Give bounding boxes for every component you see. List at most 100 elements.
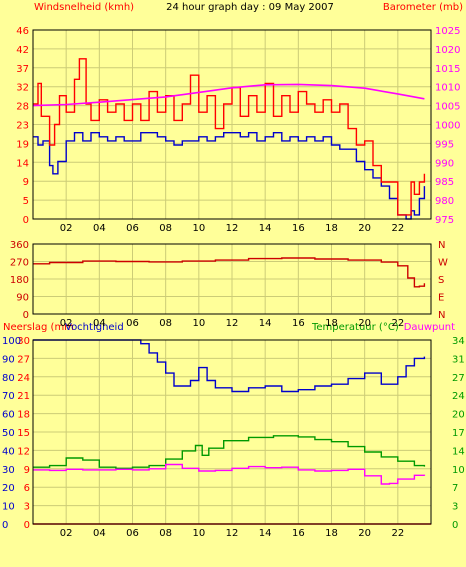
x-tick-label-panel0: 14 bbox=[259, 223, 272, 234]
humidity-y-tick-label: 10 bbox=[2, 502, 15, 513]
chart-title: 24 hour graph day : 09 May 2007 bbox=[166, 2, 334, 13]
x-tick-label-panel0: 04 bbox=[93, 223, 106, 234]
temperature-y-tick-label: 0 bbox=[452, 520, 458, 531]
barometer-y-tick-label: 1005 bbox=[435, 102, 460, 113]
wind-y-tick-label: 9 bbox=[23, 177, 29, 188]
wind-speed-series-line bbox=[33, 132, 426, 220]
temperature-y-tick-label: 34 bbox=[452, 336, 465, 347]
barometer-y-tick-label: 1010 bbox=[435, 83, 460, 94]
dewpoint-axis-label: Dauwpunt bbox=[404, 322, 455, 333]
wind-y-tick-label: 28 bbox=[16, 102, 29, 113]
rain-y-tick-label: 21 bbox=[17, 391, 30, 402]
barometer-series-line bbox=[32, 83, 425, 107]
rain-y-tick-label: 30 bbox=[17, 336, 30, 347]
x-tick-label-panel2: 16 bbox=[292, 528, 305, 539]
x-tick-label-panel2: 06 bbox=[126, 528, 139, 539]
compass-tick-label: W bbox=[438, 258, 448, 269]
x-tick-label-panel1: 06 bbox=[126, 318, 139, 329]
temperature-y-tick-label: 10 bbox=[452, 465, 465, 476]
wind-y-tick-label: 32 bbox=[16, 83, 29, 94]
x-tick-label-panel2: 10 bbox=[192, 528, 205, 539]
panel-frame-2 bbox=[32, 339, 432, 525]
rain-axis-label: Neerslag (mm bbox=[3, 322, 74, 333]
panel-frame-1 bbox=[32, 243, 432, 315]
wind-y-tick-label: 5 bbox=[23, 196, 29, 207]
barometer-y-tick-label: 980 bbox=[435, 196, 454, 207]
x-tick-label-panel0: 02 bbox=[60, 223, 73, 234]
rain-y-tick-label: 9 bbox=[24, 465, 30, 476]
frame-layer bbox=[32, 29, 432, 525]
top-left-axis-label: Windsnelheid (kmh) bbox=[34, 2, 134, 13]
dewpoint-series-line bbox=[33, 463, 426, 485]
temperature-y-tick-label: 20 bbox=[452, 410, 465, 421]
compass-tick-label: S bbox=[438, 275, 444, 286]
x-tick-label-panel0: 18 bbox=[325, 223, 338, 234]
rain-y-tick-label: 6 bbox=[24, 483, 30, 494]
x-tick-label-panel0: 08 bbox=[159, 223, 172, 234]
wind-direction-series-line bbox=[33, 257, 426, 288]
x-tick-label-panel2: 08 bbox=[159, 528, 172, 539]
temperature-y-tick-label: 14 bbox=[452, 446, 465, 457]
barometer-y-tick-label: 1025 bbox=[435, 26, 460, 37]
barometer-y-tick-label: 1000 bbox=[435, 121, 460, 132]
x-tick-label-panel1: 18 bbox=[325, 318, 338, 329]
temperature-y-tick-label: 7 bbox=[452, 483, 458, 494]
temperature-y-tick-label: 31 bbox=[452, 354, 465, 365]
x-tick-label-panel1: 02 bbox=[60, 318, 73, 329]
barometer-y-tick-label: 975 bbox=[435, 215, 454, 226]
x-tick-label-panel1: 04 bbox=[93, 318, 106, 329]
direction-y-tick-label: 180 bbox=[10, 275, 29, 286]
rain-y-tick-label: 15 bbox=[17, 428, 30, 439]
x-tick-label-panel1: 08 bbox=[159, 318, 172, 329]
x-tick-label-panel2: 20 bbox=[358, 528, 371, 539]
humidity-y-tick-label: 70 bbox=[2, 391, 15, 402]
barometer-y-tick-label: 1015 bbox=[435, 64, 460, 75]
humidity-series-line bbox=[33, 339, 426, 393]
wind-gust-series-line bbox=[33, 58, 426, 216]
wind-y-tick-label: 46 bbox=[16, 26, 29, 37]
x-tick-label-panel2: 04 bbox=[93, 528, 106, 539]
x-tick-label-panel1: 16 bbox=[292, 318, 305, 329]
rain-y-tick-label: 12 bbox=[17, 446, 30, 457]
x-tick-label-panel1: 10 bbox=[192, 318, 205, 329]
compass-tick-label: E bbox=[438, 293, 444, 304]
x-tick-label-panel1: 12 bbox=[226, 318, 239, 329]
wind-y-tick-label: 23 bbox=[16, 121, 29, 132]
rain-y-tick-label: 18 bbox=[17, 410, 30, 421]
x-tick-label-panel2: 02 bbox=[60, 528, 73, 539]
barometer-y-tick-label: 1020 bbox=[435, 45, 460, 56]
x-tick-label-panel0: 22 bbox=[391, 223, 404, 234]
humidity-y-tick-label: 30 bbox=[2, 465, 15, 476]
compass-tick-label: N bbox=[438, 310, 445, 321]
wind-y-tick-label: 19 bbox=[16, 139, 29, 150]
direction-y-tick-label: 90 bbox=[16, 293, 29, 304]
x-tick-label-panel0: 06 bbox=[126, 223, 139, 234]
wind-y-tick-label: 0 bbox=[23, 215, 29, 226]
x-tick-label-panel0: 20 bbox=[358, 223, 371, 234]
humidity-y-tick-label: 50 bbox=[2, 428, 15, 439]
temperature-series-line bbox=[33, 435, 426, 469]
x-tick-label-panel0: 10 bbox=[192, 223, 205, 234]
x-tick-label-panel2: 12 bbox=[226, 528, 239, 539]
wind-y-tick-label: 14 bbox=[16, 158, 29, 169]
temperature-axis-label: Temperatuur (°C) bbox=[311, 322, 399, 333]
barometer-y-tick-label: 990 bbox=[435, 158, 454, 169]
x-tick-label-panel0: 16 bbox=[292, 223, 305, 234]
x-tick-label-panel1: 20 bbox=[358, 318, 371, 329]
humidity-y-tick-label: 100 bbox=[2, 336, 21, 347]
direction-y-tick-label: 360 bbox=[10, 240, 29, 251]
humidity-y-tick-label: 0 bbox=[2, 520, 8, 531]
temperature-y-tick-label: 27 bbox=[452, 373, 465, 384]
x-tick-label-panel0: 12 bbox=[226, 223, 239, 234]
humidity-y-tick-label: 90 bbox=[2, 354, 15, 365]
direction-y-tick-label: 0 bbox=[23, 310, 29, 321]
wind-y-tick-label: 42 bbox=[16, 45, 29, 56]
rain-y-tick-label: 27 bbox=[17, 354, 30, 365]
temperature-y-tick-label: 24 bbox=[452, 391, 465, 402]
humidity-y-tick-label: 60 bbox=[2, 410, 15, 421]
wind-y-tick-label: 37 bbox=[16, 64, 29, 75]
panel-frame-0 bbox=[32, 29, 432, 220]
